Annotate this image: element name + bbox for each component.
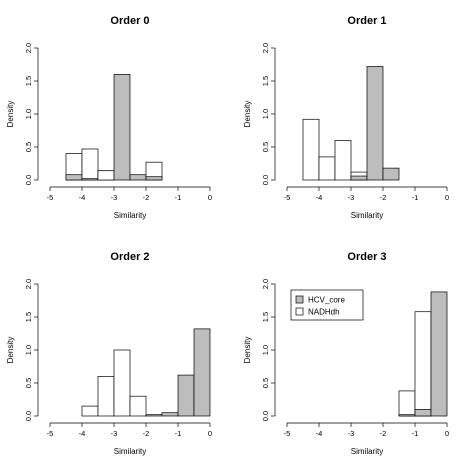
panel-title: Order 1 — [347, 15, 386, 27]
nadhdh-bar — [318, 156, 336, 181]
nadhdh-bar — [113, 349, 131, 417]
x-tick-label: 0 — [445, 429, 449, 438]
x-axis-label: Similarity — [351, 447, 383, 456]
x-tick-label: -2 — [143, 193, 150, 202]
y-tick-label: 0.0 — [261, 411, 270, 421]
hcv-core-bar — [350, 175, 368, 181]
x-tick-label: -4 — [79, 429, 86, 438]
y-tick-label: 2.0 — [24, 279, 33, 289]
y-tick-label: 0.0 — [24, 411, 33, 421]
x-tick-label: -4 — [316, 429, 323, 438]
hcv-core-bar — [129, 174, 147, 181]
x-tick-label: -2 — [380, 429, 387, 438]
y-axis-label: Density — [6, 101, 15, 128]
y-tick-label: 0.0 — [24, 175, 33, 185]
y-tick-label: 2.0 — [24, 43, 33, 53]
x-tick-label: -2 — [380, 193, 387, 202]
x-tick-label: -5 — [284, 429, 291, 438]
nadhdh-bar — [129, 395, 147, 417]
y-tick-label: 1.5 — [261, 312, 270, 322]
x-tick-label: -2 — [143, 429, 150, 438]
y-axis-label: Density — [6, 337, 15, 364]
y-tick-label: 0.5 — [261, 378, 270, 388]
hcv-core-bar — [145, 414, 163, 417]
x-axis-label: Similarity — [114, 447, 146, 456]
panel-order-3: Order 3 -5 -4 -3 -2 -1 0 Similarity 0.0 0.5 1.0 1.5… — [243, 251, 449, 456]
y-tick-label: 1.0 — [24, 345, 33, 355]
x-tick-label: -1 — [412, 429, 419, 438]
legend-swatch-hcv-core — [295, 295, 304, 304]
x-tick-label: 0 — [445, 193, 449, 202]
x-tick-label: -3 — [111, 193, 118, 202]
nadhdh-bar — [334, 140, 352, 181]
y-tick-label: 1.0 — [261, 345, 270, 355]
y-tick-label: 1.5 — [24, 312, 33, 322]
x-tick-label: -4 — [79, 193, 86, 202]
y-tick-label: 0.5 — [24, 378, 33, 388]
nadhdh-bar — [414, 311, 432, 417]
panel-order-0: Order 0 -5 -4 -3 -2 -1 0 Similarity 0.0 0.5 1.0 1.5… — [6, 15, 212, 220]
panel-order-2: Order 2 -5 -4 -3 -2 -1 0 Similarity 0.0 0.5 1.0 1.5… — [6, 251, 212, 456]
nadhdh-bar — [81, 148, 99, 181]
x-tick-label: -1 — [175, 193, 182, 202]
panel-title: Order 2 — [110, 251, 149, 263]
panel-title: Order 3 — [347, 251, 386, 263]
x-tick-label: -3 — [111, 429, 118, 438]
x-tick-label: 0 — [208, 429, 212, 438]
legend-swatch-nadhdh — [295, 307, 304, 316]
hcv-core-bar — [382, 167, 400, 181]
y-tick-label: 0.5 — [261, 142, 270, 152]
hcv-core-bar — [414, 409, 432, 417]
y-tick-label: 1.5 — [24, 76, 33, 86]
panel-title: Order 0 — [110, 15, 149, 27]
y-axis-label: Density — [243, 337, 252, 364]
legend-entry-label: HCV_core — [308, 296, 345, 305]
legend-box — [290, 289, 364, 321]
hcv-core-bar — [177, 374, 195, 417]
x-tick-label: -1 — [412, 193, 419, 202]
y-tick-label: 1.0 — [261, 109, 270, 119]
nadhdh-bar — [97, 170, 115, 181]
hcv-core-bar — [366, 66, 384, 181]
x-axis-label: Similarity — [114, 211, 146, 220]
nadhdh-bar — [81, 405, 99, 417]
nadhdh-bar — [302, 118, 320, 181]
hcv-core-bar — [398, 414, 416, 417]
nadhdh-bar — [97, 376, 115, 417]
panel-order-1: Order 1 -5 -4 -3 -2 -1 0 Similarity 0.0 0.5 1.0 1.5… — [243, 15, 449, 220]
y-tick-label: 0.5 — [24, 142, 33, 152]
y-tick-label: 1.0 — [24, 109, 33, 119]
hcv-core-bar — [65, 174, 83, 181]
hcv-core-bar — [193, 328, 211, 417]
hcv-core-bar — [161, 412, 179, 417]
y-axis-label: Density — [243, 101, 252, 128]
y-tick-label: 1.5 — [261, 76, 270, 86]
x-tick-label: -3 — [348, 193, 355, 202]
y-tick-label: 2.0 — [261, 43, 270, 53]
hcv-core-bar — [430, 291, 448, 417]
hcv-core-bar — [81, 178, 99, 181]
y-tick-label: 0.0 — [261, 175, 270, 185]
x-tick-label: 0 — [208, 193, 212, 202]
x-tick-label: -5 — [47, 429, 54, 438]
x-tick-label: -1 — [175, 429, 182, 438]
x-tick-label: -3 — [348, 429, 355, 438]
legend: HCV_core NADHdh — [290, 289, 364, 321]
x-tick-label: -5 — [284, 193, 291, 202]
hcv-core-bar — [145, 176, 163, 181]
x-tick-label: -5 — [47, 193, 54, 202]
y-tick-label: 2.0 — [261, 279, 270, 289]
legend-entry-label: NADHdh — [308, 308, 340, 317]
nadhdh-bar — [398, 390, 416, 417]
hcv-core-bar — [113, 74, 131, 181]
x-axis-label: Similarity — [351, 211, 383, 220]
x-tick-label: -4 — [316, 193, 323, 202]
